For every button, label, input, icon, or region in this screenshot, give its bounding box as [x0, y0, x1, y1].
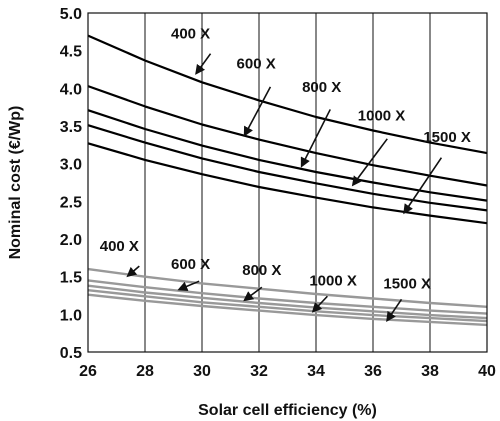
annotation-arrow [403, 157, 443, 215]
y-tick-label: 4.5 [60, 44, 82, 61]
annotation-label: 600 X [171, 256, 210, 273]
upper-series-line [87, 85, 488, 187]
annotation-arrow [386, 298, 403, 323]
annotation-arrow [311, 295, 328, 313]
y-tick-label: 1.5 [60, 270, 82, 287]
x-tick-label: 26 [79, 363, 97, 380]
annotation-label: 1500 X [383, 276, 431, 293]
annotation-label: 400 X [171, 26, 210, 43]
annotation-label: 400 X [100, 238, 139, 255]
lower-series-line [87, 289, 488, 323]
x-tick-label: 36 [364, 363, 382, 380]
x-tick-labels: 26 28 30 32 34 36 38 40 [79, 363, 496, 380]
upper-series-line [87, 34, 488, 155]
upper-series-line [87, 109, 488, 202]
series-lines [87, 34, 488, 327]
y-tick-label: 5.0 [60, 6, 82, 23]
annotation-label: 800 X [242, 262, 281, 279]
plot-frame [87, 12, 488, 353]
y-tick-label: 2.0 [60, 232, 82, 249]
annotation-arrow [126, 265, 140, 278]
x-tick-label: 38 [421, 363, 439, 380]
annotations: 400 X 600 X 800 X 1000 X 1500 X 400 X 600 X 800… [100, 26, 471, 323]
lower-series-line [87, 293, 488, 327]
annotation-arrow [351, 138, 388, 187]
annotation-arrow [300, 109, 331, 168]
x-tick-label: 32 [250, 363, 268, 380]
y-tick-label: 3.5 [60, 119, 82, 136]
annotation-label: 600 X [237, 56, 276, 73]
upper-series-line [87, 142, 488, 225]
annotation-label: 1000 X [309, 273, 357, 290]
lower-series-line [87, 284, 488, 320]
x-tick-label: 30 [193, 363, 211, 380]
x-tick-label: 34 [307, 363, 325, 380]
y-tick-labels: 0.5 1.0 1.5 2.0 2.5 3.0 3.5 4.0 4.5 5.0 [60, 6, 82, 362]
lower-series-line [87, 279, 488, 315]
annotation-label: 1500 X [423, 129, 471, 146]
annotation-label: 1000 X [358, 108, 406, 125]
annotation-arrow [177, 280, 200, 292]
y-tick-label: 4.0 [60, 81, 82, 98]
y-tick-label: 2.5 [60, 194, 82, 211]
annotation-arrow [243, 86, 272, 137]
upper-series-line [87, 124, 488, 212]
y-tick-label: 0.5 [60, 345, 82, 362]
y-axis-title: Nominal cost (€/Wp) [7, 106, 24, 260]
lower-series-line [87, 267, 488, 308]
annotation-label: 800 X [302, 79, 341, 96]
x-axis-title: Solar cell efficiency (%) [198, 402, 377, 419]
annotation-arrow [243, 286, 263, 302]
y-tick-label: 1.0 [60, 307, 82, 324]
y-tick-label: 3.0 [60, 157, 82, 174]
x-tick-label: 28 [136, 363, 154, 380]
x-tick-label: 40 [478, 363, 496, 380]
annotation-arrow [195, 53, 212, 75]
